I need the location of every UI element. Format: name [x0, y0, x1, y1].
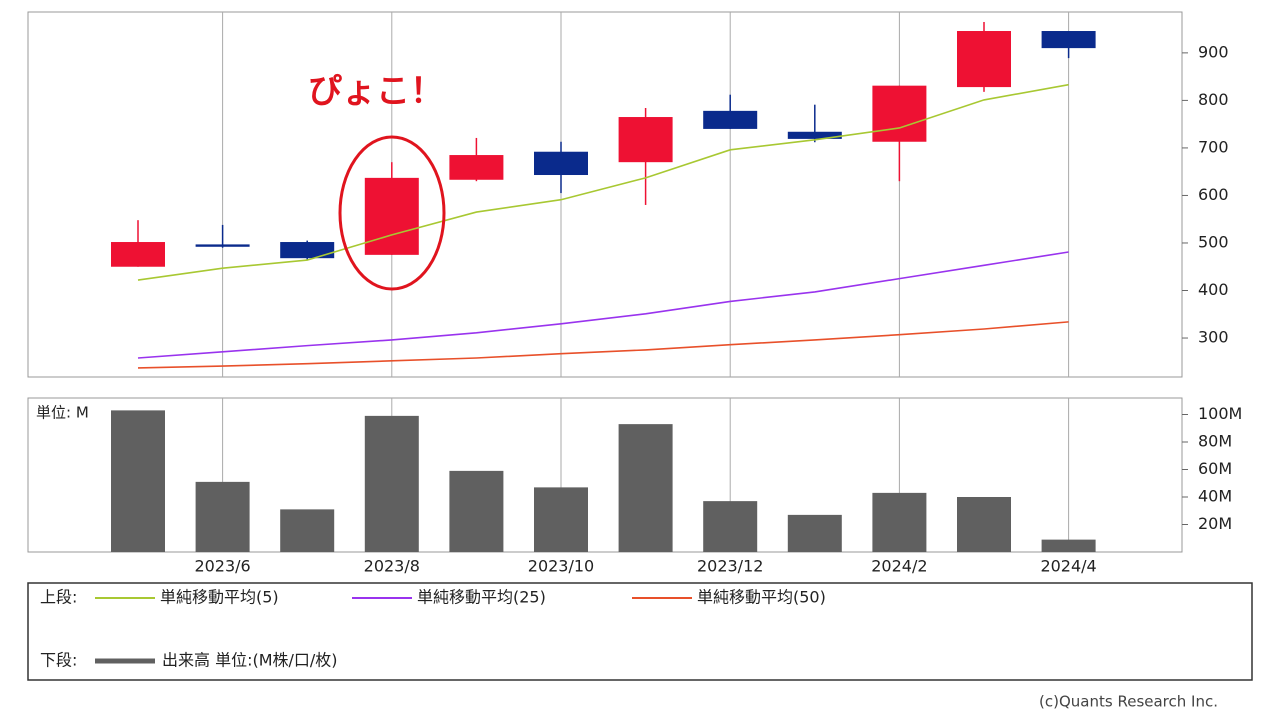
volume-bar: [280, 509, 335, 552]
y-tick-label: 900: [1198, 42, 1229, 61]
y-tick-label: 20M: [1198, 514, 1232, 533]
candle-body: [618, 117, 673, 163]
y-tick-label: 40M: [1198, 487, 1232, 506]
candle-body: [957, 31, 1011, 88]
legend-upper-label: 上段:: [40, 588, 77, 607]
y-tick-label: 300: [1198, 328, 1229, 347]
legend-label: 単純移動平均(25): [417, 588, 546, 607]
x-tick-label: 2023/12: [697, 557, 763, 576]
candle-body: [872, 85, 927, 142]
highlight-ellipse: [338, 135, 446, 291]
price-panel: [27, 11, 1183, 378]
candle-body: [1041, 31, 1096, 49]
volume-bar: [1041, 539, 1096, 552]
volume-unit: 単位: M: [36, 404, 89, 422]
x-tick-label: 2023/8: [364, 557, 420, 576]
marks: [111, 21, 1096, 552]
y-tick-label: 500: [1198, 232, 1229, 251]
volume-bar: [534, 487, 588, 552]
volume-bar: [449, 470, 504, 552]
credit: (c)Quants Research Inc.: [1039, 693, 1218, 711]
legend-label: 単純移動平均(50): [697, 588, 826, 607]
legend-label: 単純移動平均(5): [160, 588, 279, 607]
volume-bar: [957, 497, 1011, 552]
legend-box: [27, 582, 1253, 681]
y-tick-label: 80M: [1198, 432, 1232, 451]
annotation: ぴょこ！: [308, 72, 444, 112]
candle-body: [364, 177, 419, 255]
x-tick-label: 2024/2: [871, 557, 927, 576]
y-tick-label: 400: [1198, 280, 1229, 299]
volume-bar: [872, 492, 927, 552]
legend-label: 出来高 単位:(M株/口/枚): [162, 651, 338, 670]
candle-body: [195, 244, 250, 247]
y-tick-label: 60M: [1198, 459, 1232, 478]
moving-average-line: [137, 321, 1069, 369]
candle-body: [703, 110, 758, 129]
candle-body: [449, 155, 504, 180]
moving-average-line: [137, 251, 1069, 359]
x-tick-label: 2023/10: [528, 557, 594, 576]
y-tick-label: 800: [1198, 90, 1229, 109]
volume-bar: [703, 501, 758, 552]
moving-average-line: [137, 83, 1069, 281]
volume-bar: [618, 424, 673, 552]
y-tick-label: 700: [1198, 137, 1229, 156]
x-tick-label: 2024/4: [1040, 557, 1096, 576]
y-tick-label: 100M: [1198, 404, 1242, 423]
volume-bar: [364, 415, 419, 552]
volume-bar: [195, 481, 250, 552]
x-tick-label: 2023/6: [194, 557, 250, 576]
candle-body: [787, 131, 842, 139]
candle-body: [111, 242, 165, 267]
y-tick-label: 600: [1198, 185, 1229, 204]
volume-bar: [787, 514, 842, 552]
candle-body: [534, 151, 588, 176]
candle-body: [280, 242, 335, 259]
volume-panel: [27, 397, 1183, 553]
volume-bar: [111, 410, 165, 552]
legend-lower-label: 下段:: [40, 651, 77, 670]
